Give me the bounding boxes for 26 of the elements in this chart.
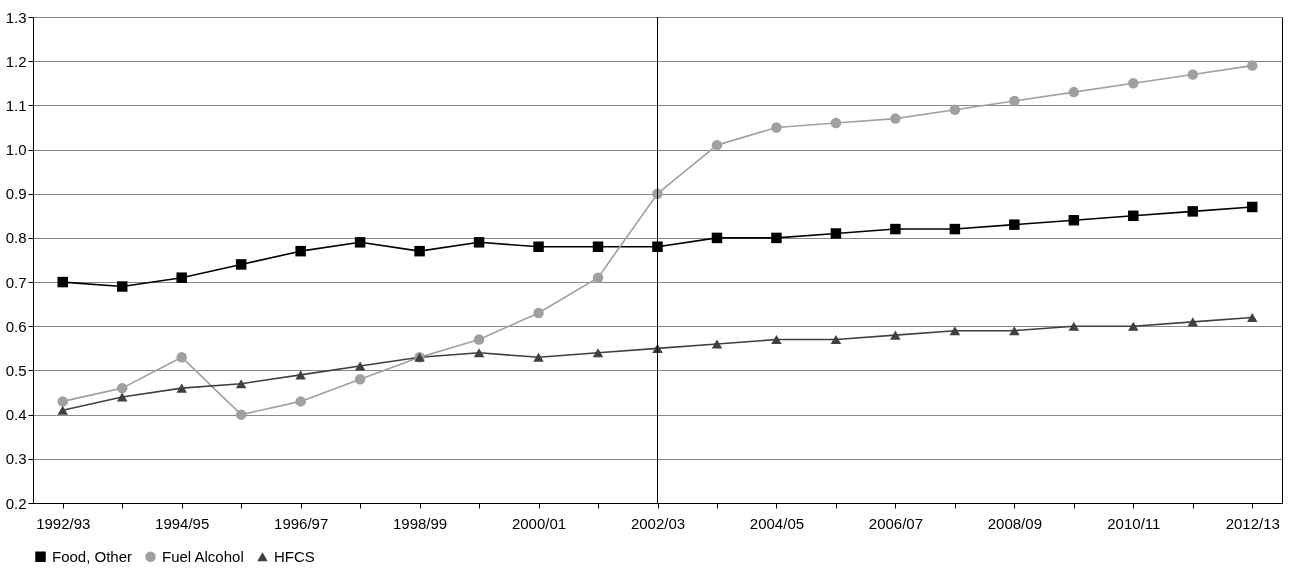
y-tick-label: 0.9 (5, 185, 27, 203)
legend-label: Food, Other (52, 547, 133, 565)
x-tick-label: 1998/99 (392, 514, 448, 532)
y-tick-label: 1.2 (5, 52, 27, 70)
y-tick-label: 1.3 (5, 8, 27, 26)
x-tick-label: 2006/07 (868, 514, 924, 532)
y-tick-label: 0.2 (5, 494, 27, 512)
x-tick-label: 1994/95 (155, 514, 210, 532)
y-tick-label: 0.7 (5, 273, 27, 291)
x-tick-label: 2004/05 (749, 514, 805, 532)
y-tick-label: 0.3 (5, 450, 27, 468)
x-tick-label: 2008/09 (987, 514, 1042, 532)
y-tick-label: 0.4 (5, 406, 27, 424)
y-tick-label: 0.8 (5, 229, 27, 247)
x-tick-label: 1996/97 (274, 514, 329, 532)
x-tick-label: 2010/11 (1107, 514, 1161, 532)
legend-label: Fuel Alcohol (162, 547, 244, 565)
x-tick-label: 2000/01 (511, 514, 567, 532)
legend-label: HFCS (274, 547, 315, 565)
y-tick-label: 0.6 (5, 317, 27, 335)
y-tick-label: 0.5 (5, 361, 27, 379)
x-tick-label: 1992/93 (36, 514, 91, 532)
y-tick-label: 1.1 (5, 96, 27, 114)
x-tick-label: 2012/13 (1225, 514, 1280, 532)
x-tick-label: 2002/03 (630, 514, 686, 532)
y-tick-label: 1.0 (5, 141, 27, 159)
